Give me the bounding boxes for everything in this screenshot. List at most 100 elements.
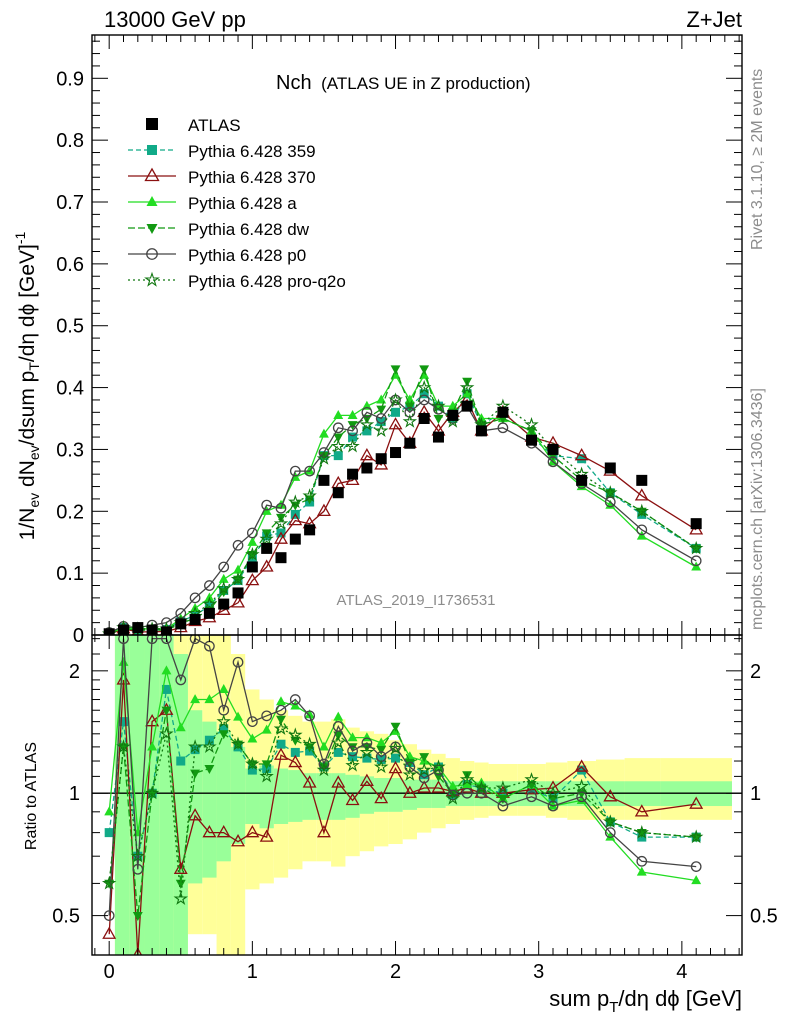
point xyxy=(359,773,374,786)
point xyxy=(431,759,446,774)
point xyxy=(175,618,187,630)
point xyxy=(147,741,158,751)
point xyxy=(375,453,387,465)
band-stat-4 xyxy=(173,654,188,955)
point xyxy=(419,770,429,780)
point xyxy=(345,792,360,806)
point xyxy=(604,827,616,838)
point xyxy=(433,414,444,424)
point xyxy=(373,759,389,774)
point xyxy=(218,598,230,610)
point xyxy=(462,779,473,789)
point xyxy=(289,694,301,705)
point xyxy=(376,746,387,756)
point xyxy=(390,722,401,732)
point xyxy=(416,762,432,777)
point xyxy=(161,635,172,645)
axis-ticks: 0 1 2 3 4 0 0.1 0.2 0.3 0.4 0.5 0.6 0.7 0.8 0.9 0.5 0.5 1… xyxy=(52,35,778,983)
point xyxy=(333,433,344,443)
point xyxy=(261,724,272,734)
point xyxy=(462,771,473,781)
point xyxy=(318,474,330,486)
point xyxy=(577,765,587,775)
point xyxy=(362,753,372,763)
point xyxy=(347,410,358,420)
point xyxy=(402,413,418,428)
point xyxy=(175,674,187,686)
point xyxy=(304,465,315,477)
point xyxy=(118,635,129,645)
legend-entry-0: ATLAS xyxy=(146,116,241,135)
point xyxy=(146,224,158,234)
mcplots-label: mcplots.cern.ch [arXiv:1306.3436] xyxy=(749,388,766,630)
point xyxy=(604,462,616,474)
point xyxy=(304,710,315,722)
band-stat-14 xyxy=(316,773,332,820)
point xyxy=(246,561,258,573)
point xyxy=(146,118,158,130)
point xyxy=(101,875,117,890)
point xyxy=(333,747,343,757)
point xyxy=(161,684,171,694)
y-axis-label-main: 1/Nev dNev/dsum pT/dη dϕ [GeV]-1 xyxy=(12,231,42,540)
point xyxy=(231,595,245,608)
point xyxy=(218,684,229,694)
y-tick-label-ratio-left: 1 xyxy=(69,783,80,805)
point xyxy=(116,739,131,754)
ratio-uncertainty-band xyxy=(114,635,732,955)
point xyxy=(402,785,417,798)
point xyxy=(361,400,372,410)
point xyxy=(690,555,702,567)
point xyxy=(247,765,257,775)
point xyxy=(690,518,702,530)
point xyxy=(187,739,203,754)
point xyxy=(316,762,332,777)
point xyxy=(574,778,589,793)
point xyxy=(577,454,587,464)
point xyxy=(318,452,329,462)
point xyxy=(132,622,144,634)
legend-entry-4: Pythia 6.428 dw xyxy=(128,220,310,239)
point xyxy=(288,512,303,526)
legend-label: Pythia 6.428 359 xyxy=(188,142,316,161)
point xyxy=(391,753,401,763)
point xyxy=(345,438,360,453)
point xyxy=(432,431,444,443)
point xyxy=(173,861,188,874)
point xyxy=(359,447,374,461)
y-tick-label-main: 0.9 xyxy=(56,68,84,90)
legend-label: Pythia 6.428 a xyxy=(188,194,297,213)
point xyxy=(404,758,415,768)
point xyxy=(247,536,258,546)
band-stat-7 xyxy=(216,731,231,862)
point xyxy=(495,780,511,795)
y-tick-label-main: 0.2 xyxy=(56,501,84,523)
point xyxy=(245,756,260,771)
y-tick-label-ratio-left: 0.5 xyxy=(52,906,80,928)
point xyxy=(274,747,288,760)
band-stat-15 xyxy=(331,773,346,820)
point xyxy=(132,863,144,875)
point xyxy=(359,416,375,431)
point xyxy=(175,722,186,732)
point xyxy=(376,405,387,415)
point xyxy=(176,756,186,766)
point xyxy=(118,717,128,727)
point xyxy=(102,926,117,939)
point xyxy=(445,790,461,805)
point xyxy=(345,757,360,772)
point xyxy=(175,879,186,889)
point xyxy=(361,462,373,474)
point xyxy=(689,796,704,809)
band-stat-8 xyxy=(230,746,246,845)
point xyxy=(316,503,331,516)
point xyxy=(316,451,332,465)
point xyxy=(316,824,331,838)
point xyxy=(230,571,246,586)
band-stat-13 xyxy=(302,773,317,820)
y-tick-label-main: 0.8 xyxy=(56,130,84,152)
point xyxy=(433,764,444,776)
point xyxy=(576,791,588,803)
point xyxy=(302,488,317,503)
